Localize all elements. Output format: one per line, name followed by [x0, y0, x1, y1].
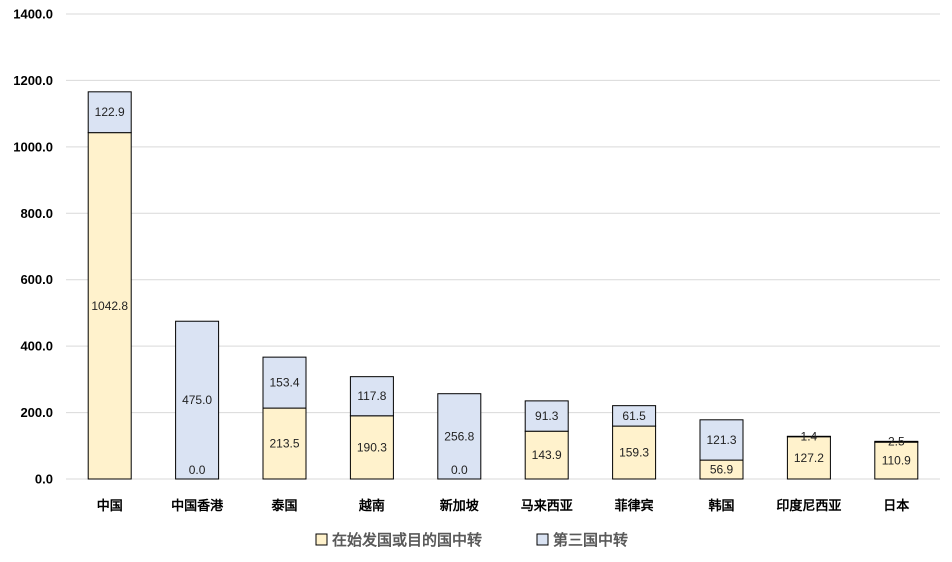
legend-label: 第三国中转 — [553, 531, 628, 549]
bar-segment — [87, 132, 132, 480]
y-tick-label: 1000.0 — [13, 139, 53, 154]
bar-segment — [786, 436, 831, 480]
bar-segment — [87, 91, 132, 134]
data-label: 143.9 — [532, 448, 562, 462]
data-label: 0.0 — [189, 463, 206, 477]
bar-segment — [262, 407, 307, 480]
data-label: 61.5 — [622, 409, 646, 423]
bar-segment — [612, 425, 657, 480]
x-tick-label: 菲律宾 — [615, 498, 654, 514]
x-tick-label: 越南 — [358, 498, 385, 514]
x-axis-tick-labels: 中国 中国香港 泰国 越南 新加坡 马来西亚 菲律宾 韩国 印度尼西亚 日本 — [97, 498, 910, 514]
x-tick-label: 印度尼西亚 — [776, 498, 841, 514]
data-label: 127.2 — [794, 451, 824, 465]
data-label: 0.0 — [451, 463, 468, 477]
data-label: 1042.8 — [91, 299, 128, 313]
data-label: 110.9 — [882, 454, 911, 468]
x-tick-label: 韩国 — [708, 498, 734, 514]
data-label: 2.5 — [888, 434, 905, 448]
data-label: 159.3 — [619, 446, 649, 460]
bar-segment — [437, 393, 482, 480]
bar-segment — [612, 405, 657, 427]
legend-swatch — [315, 533, 328, 546]
data-label: 190.3 — [357, 440, 387, 454]
x-tick-label: 泰国 — [270, 498, 297, 514]
legend-label: 在始发国或目的国中转 — [332, 531, 482, 549]
data-label: 475.0 — [182, 393, 212, 407]
data-label: 121.3 — [706, 433, 736, 447]
data-label: 91.3 — [535, 409, 559, 423]
y-tick-label: 1400.0 — [13, 7, 53, 22]
data-label: 213.5 — [269, 437, 299, 451]
legend: 在始发国或目的国中转 第三国中转 — [315, 531, 628, 549]
data-label: 56.9 — [710, 463, 734, 477]
y-tick-label: 200.0 — [20, 405, 53, 420]
bar-segment — [874, 441, 919, 480]
bar-segment — [524, 430, 569, 480]
y-tick-label: 400.0 — [20, 339, 53, 354]
bar-segment — [262, 356, 307, 409]
y-tick-label: 1200.0 — [13, 73, 53, 88]
data-label: 153.4 — [269, 376, 299, 390]
y-axis-tick-labels: 0.0 200.0 400.0 600.0 800.0 1000.0 1200.0 1400.… — [13, 7, 53, 487]
x-tick-label: 新加坡 — [440, 498, 480, 514]
data-label: 117.8 — [357, 389, 386, 403]
legend-swatch — [536, 533, 549, 546]
x-tick-label: 中国 — [97, 498, 123, 514]
bars — [87, 91, 919, 480]
x-tick-label: 中国香港 — [171, 498, 224, 514]
data-label: 256.8 — [444, 429, 474, 443]
y-tick-label: 0.0 — [35, 472, 53, 487]
y-tick-label: 600.0 — [20, 272, 53, 287]
bar-segment — [524, 400, 569, 432]
data-label: 122.9 — [95, 105, 125, 119]
data-labels: 1042.8 122.9 0.0 475.0 213.5 153.4 190.3 117.8 0… — [91, 105, 911, 477]
bar-segment — [874, 440, 919, 443]
bar-segment — [175, 320, 220, 480]
data-label: 1.4 — [801, 429, 818, 443]
y-tick-label: 800.0 — [20, 206, 53, 221]
bar-segment — [699, 419, 744, 461]
x-tick-label: 日本 — [883, 498, 909, 514]
bar-segment — [349, 376, 394, 417]
x-tick-label: 马来西亚 — [521, 498, 573, 514]
